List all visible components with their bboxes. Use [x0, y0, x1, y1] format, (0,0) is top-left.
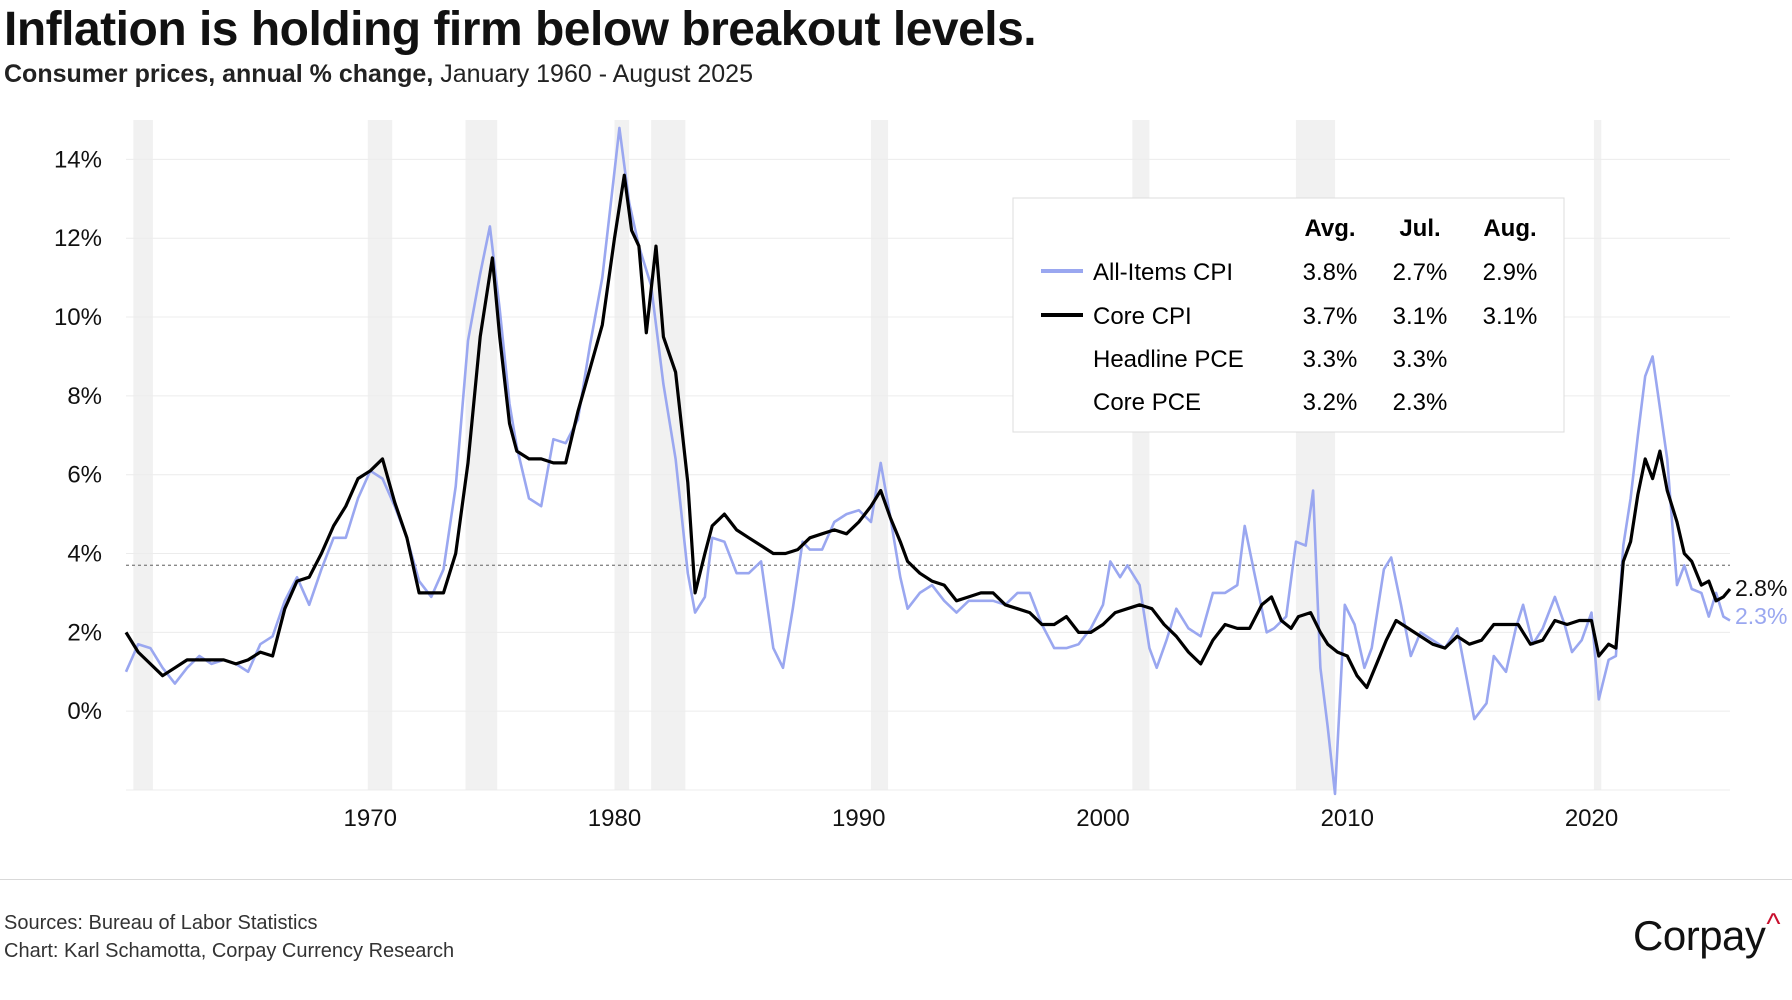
y-tick-label: 6%: [67, 462, 102, 489]
chart-title: Inflation is holding firm below breakout…: [4, 3, 1037, 56]
legend-value: 2.7%: [1393, 259, 1448, 286]
footer-divider: [0, 879, 1792, 880]
corpay-logo: Corpay^: [1633, 908, 1780, 960]
recession-band: [870, 120, 889, 790]
y-tick-label: 14%: [54, 146, 102, 173]
legend-table: Avg. Jul. Aug. All-Items CPI 3.8% 2.7% 2…: [1012, 197, 1565, 433]
recession-band: [651, 120, 686, 790]
series-line-core-cpi: [124, 173, 1732, 690]
y-tick-label: 10%: [54, 304, 102, 331]
recession-band: [133, 120, 153, 790]
y-tick-label: 12%: [54, 225, 102, 252]
legend-header-aug: Aug.: [1483, 215, 1536, 242]
logo-wordmark: Corpay: [1633, 912, 1766, 959]
x-tick-label: 2020: [1565, 805, 1618, 832]
legend-value: 3.2%: [1303, 389, 1358, 416]
x-axis-tick-labels: 1970 1980 1990 2000 2010 2020: [344, 805, 1619, 832]
legend-value: 3.1%: [1483, 303, 1538, 330]
end-label-all-items-cpi: 2.3%: [1735, 603, 1787, 629]
legend-value: 3.3%: [1393, 346, 1448, 373]
legend-value: 3.8%: [1303, 259, 1358, 286]
x-tick-label: 2000: [1076, 805, 1129, 832]
y-tick-label: 2%: [67, 619, 102, 646]
chart-credit: Chart: Karl Schamotta, Corpay Currency R…: [4, 940, 455, 962]
x-tick-label: 1980: [588, 805, 641, 832]
y-tick-label: 8%: [67, 383, 102, 410]
legend-value: 2.9%: [1483, 259, 1538, 286]
y-tick-label: 0%: [67, 698, 102, 725]
series-line-all-items-cpi: [124, 126, 1731, 796]
x-tick-label: 2010: [1321, 805, 1374, 832]
legend-label-headline-pce: Headline PCE: [1093, 346, 1244, 373]
end-label-core-cpi: 2.8%: [1735, 575, 1787, 601]
legend-header-jul: Jul.: [1399, 215, 1440, 242]
recession-band: [614, 120, 630, 790]
chart-subtitle: Consumer prices, annual % change, Januar…: [4, 60, 753, 89]
recession-band: [465, 120, 498, 790]
x-tick-label: 1990: [832, 805, 885, 832]
subtitle-main: Consumer prices, annual % change,: [4, 60, 434, 88]
recession-band: [1593, 120, 1602, 790]
y-axis-tick-labels: 0% 2% 4% 6% 8% 10% 12% 14%: [54, 146, 102, 725]
legend-header-avg: Avg.: [1304, 215, 1355, 242]
legend-value: 3.1%: [1393, 303, 1448, 330]
legend-label-core-pce: Core PCE: [1093, 389, 1201, 416]
inflation-line-chart: 0% 2% 4% 6% 8% 10% 12% 14% 1970 1980 1990 2000 2010…: [54, 120, 1787, 832]
legend-value: 2.3%: [1393, 389, 1448, 416]
legend-box: [1012, 197, 1565, 433]
legend-label-all-items-cpi: All-Items CPI: [1093, 259, 1233, 286]
y-tick-label: 4%: [67, 541, 102, 568]
legend-label-core-cpi: Core CPI: [1093, 303, 1192, 330]
x-tick-label: 1970: [344, 805, 397, 832]
subtitle-range: January 1960 - August 2025: [440, 60, 753, 88]
logo-caret-icon: ^: [1766, 908, 1780, 941]
legend-value: 3.7%: [1303, 303, 1358, 330]
legend-value: 3.3%: [1303, 346, 1358, 373]
sources-note: Sources: Bureau of Labor Statistics: [4, 912, 318, 934]
recession-band: [367, 120, 393, 790]
